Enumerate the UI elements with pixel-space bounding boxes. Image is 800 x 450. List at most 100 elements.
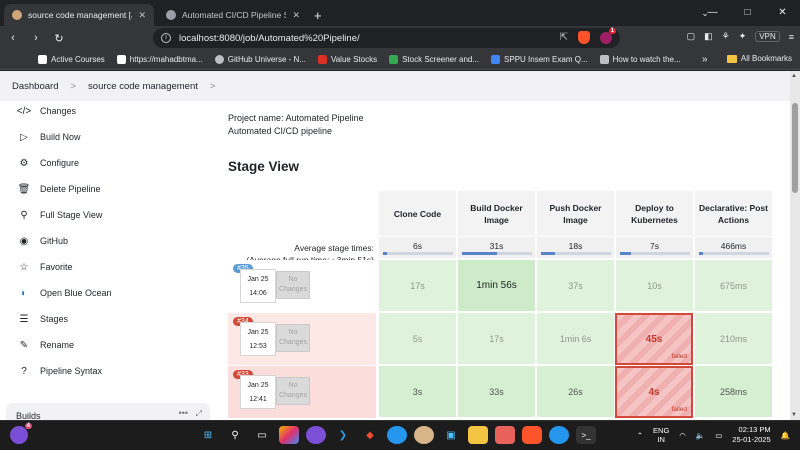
tray-overflow-icon[interactable]: ⌃ <box>636 430 644 440</box>
stage-cell[interactable]: 210ms <box>694 313 772 365</box>
docker-desktop-icon[interactable] <box>549 426 569 444</box>
file-explorer-icon[interactable] <box>468 426 488 444</box>
bookmarks-overflow-icon[interactable]: » <box>702 54 708 65</box>
sidebar-item-full-stage-view[interactable]: ⚲ Full Stage View <box>18 205 102 225</box>
site-info-icon[interactable]: i <box>161 33 171 43</box>
close-tab-icon[interactable]: ✕ <box>292 9 300 20</box>
stage-cell[interactable]: 1min 6s <box>536 313 614 365</box>
breadcrumb-dashboard[interactable]: Dashboard <box>12 80 59 92</box>
build-number-badge[interactable]: #33 <box>233 370 253 379</box>
stage-duration: 210ms <box>719 333 747 344</box>
sidebar-item-favorite[interactable]: ☆ Favorite <box>18 257 73 277</box>
address-bar[interactable]: i localhost:8080/job/Automated%20Pipelin… <box>153 27 620 48</box>
git-icon[interactable]: ◆ <box>366 429 374 441</box>
stage-cell-failed[interactable]: 4s failed <box>615 366 693 418</box>
sidebar-item-stages[interactable]: ☰ Stages <box>18 309 69 329</box>
notifications-icon[interactable]: 🔔 <box>780 430 790 440</box>
menu-icon[interactable]: ≡ <box>788 31 794 42</box>
stage-cell[interactable]: 17s <box>378 260 456 312</box>
builds-menu-icon[interactable]: ••• <box>178 408 188 418</box>
sidebar-item-pipeline-syntax[interactable]: ? Pipeline Syntax <box>18 361 102 381</box>
scrollbar-thumb[interactable] <box>792 103 798 193</box>
no-changes-label: No Changes <box>276 324 310 352</box>
battery-icon[interactable]: ▭ <box>715 430 723 440</box>
bookmark-label: https://mahadbtma... <box>129 55 203 64</box>
stage-cell[interactable]: 675ms <box>694 260 772 312</box>
close-window-button[interactable]: ✕ <box>778 7 787 18</box>
bookmark-value-stocks[interactable]: Value Stocks <box>317 55 377 64</box>
stage-cell[interactable]: 10s <box>615 260 693 312</box>
minimize-button[interactable]: — <box>707 7 718 18</box>
brave-shields-icon[interactable] <box>578 31 590 44</box>
build-number-badge[interactable]: #34 <box>233 317 253 326</box>
scroll-up-icon[interactable]: ▲ <box>791 73 797 79</box>
browser-tab-bar: source code management [Jenk ✕ Automated… <box>0 0 800 26</box>
widgets-icon[interactable]: 4 <box>10 423 32 444</box>
scroll-down-icon[interactable]: ▼ <box>791 412 797 418</box>
stage-cell[interactable]: 37s <box>536 260 614 312</box>
sidebar-item-configure[interactable]: ⚙ Configure <box>18 153 80 173</box>
stage-cell[interactable]: 33s <box>457 366 535 418</box>
wifi-icon[interactable]: ◠ <box>679 430 686 440</box>
all-bookmarks-button[interactable]: All Bookmarks <box>726 54 792 63</box>
leo-icon[interactable]: ✦ <box>738 31 747 41</box>
notepad-icon[interactable] <box>495 426 515 444</box>
close-tab-icon[interactable]: ✕ <box>138 9 146 20</box>
expand-icon[interactable]: ⤢ <box>195 409 202 418</box>
stage-cell-failed[interactable]: 45s failed <box>615 313 693 365</box>
sidebar-item-changes[interactable]: </> Changes <box>17 101 76 121</box>
page-scrollbar[interactable]: ▲ ▼ <box>790 71 800 420</box>
language-indicator[interactable]: ENG IN <box>653 426 669 444</box>
bookmark-github-universe[interactable]: GitHub Universe - N... <box>214 55 306 64</box>
sidebar-toggle-icon[interactable]: ▢ <box>686 31 696 41</box>
task-view-icon[interactable]: ▭ <box>257 429 267 441</box>
stage-cell[interactable]: 5s <box>378 313 456 365</box>
stage-cell[interactable]: 26s <box>536 366 614 418</box>
search-icon[interactable]: ⚲ <box>231 429 239 441</box>
terminal-icon[interactable]: >_ <box>576 426 596 444</box>
star-icon: ☆ <box>19 261 29 273</box>
stage-cell[interactable]: 258ms <box>694 366 772 418</box>
brave-rewards-icon[interactable]: 1 <box>600 27 616 44</box>
sidebar-item-label: Rename <box>40 340 75 350</box>
sidebar-item-delete-pipeline[interactable]: 🗑 Delete Pipeline <box>18 179 101 199</box>
breadcrumb-job[interactable]: source code management <box>88 80 198 92</box>
docker-icon[interactable] <box>387 426 407 444</box>
sidebar-item-github[interactable]: ◉ GitHub <box>18 231 68 251</box>
vpn-button[interactable]: VPN <box>755 31 780 42</box>
start-icon[interactable]: ⊞ <box>203 429 213 441</box>
tab-source-code-management[interactable]: source code management [Jenk ✕ <box>4 4 154 26</box>
stage-cell[interactable]: 3s <box>378 366 456 418</box>
bookmark-sppu[interactable]: SPPU Insem Exam Q... <box>491 55 588 64</box>
vscode-icon[interactable]: ❯ <box>338 429 348 441</box>
extensions-icon[interactable]: ⚘ <box>721 31 730 41</box>
sidebar-item-open-blue-ocean[interactable]: ◐ Open Blue Ocean <box>18 283 112 303</box>
bookmark-stock-screener[interactable]: Stock Screener and... <box>389 55 479 64</box>
stage-cell[interactable]: 17s <box>457 313 535 365</box>
volume-icon[interactable]: 🔈 <box>695 430 706 440</box>
build-date-day: Jan 25 <box>247 276 269 283</box>
maximize-button[interactable]: □ <box>744 7 751 18</box>
jenkins-icon[interactable] <box>414 426 434 444</box>
monitor-icon[interactable]: ▣ <box>446 429 456 441</box>
bookmark-mahadbt[interactable]: https://mahadbtma... <box>116 55 203 64</box>
clock[interactable]: 02:13 PM 25-01-2025 <box>732 425 770 445</box>
tab-search-icon[interactable]: ⌄ <box>701 8 709 18</box>
stage-cell[interactable]: 1min 56s <box>457 260 535 312</box>
new-tab-button[interactable]: + <box>314 7 322 23</box>
bookmark-active-courses[interactable]: Active Courses <box>38 55 105 64</box>
build-number-badge[interactable]: #35 <box>233 264 253 273</box>
copilot-icon[interactable] <box>279 426 299 444</box>
tab-automated-pipeline-setup[interactable]: Automated CI/CD Pipeline Setup ✕ <box>158 4 308 26</box>
sidebar-item-build-now[interactable]: ▷ Build Now <box>18 127 80 147</box>
reload-icon[interactable]: ↻ <box>54 32 64 45</box>
sidebar-item-rename[interactable]: ✎ Rename <box>18 335 74 355</box>
notification-badge: 4 <box>24 423 32 429</box>
forward-icon[interactable]: › <box>34 32 38 44</box>
brave-browser-icon[interactable] <box>522 426 542 444</box>
bookmark-how-to-watch[interactable]: How to watch the... <box>599 55 681 64</box>
github-desktop-icon[interactable] <box>306 426 326 444</box>
wallet-icon[interactable]: ◧ <box>704 31 713 41</box>
share-icon[interactable]: ⇱ <box>559 32 568 43</box>
back-icon[interactable]: ‹ <box>11 32 15 44</box>
